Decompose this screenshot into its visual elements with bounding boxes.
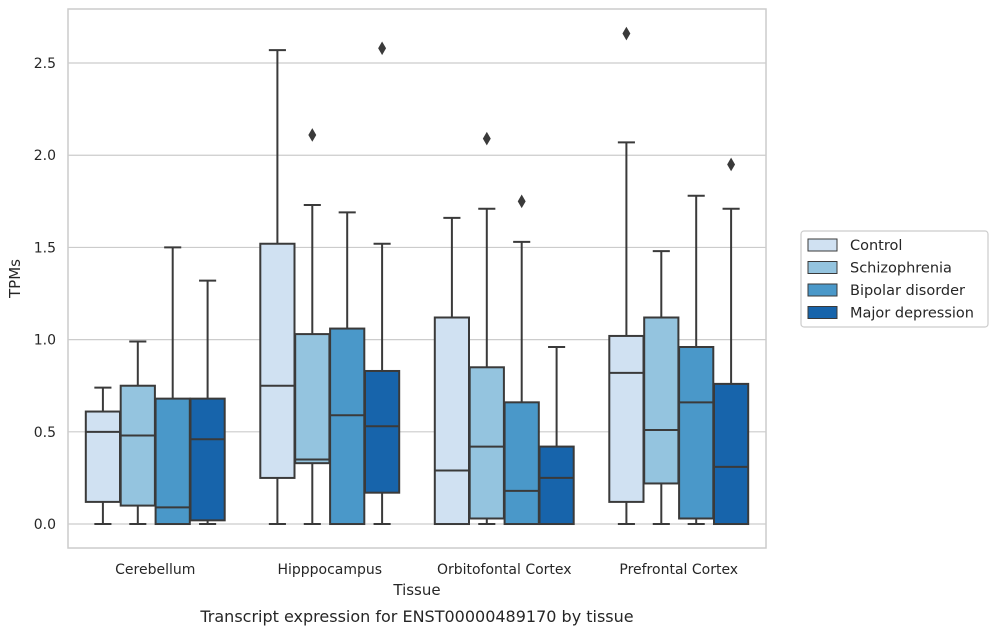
y-tick-label: 2.5: [34, 56, 56, 72]
outlier-point: [622, 26, 631, 41]
plot-frame: [67, 8, 767, 549]
box-iqr: [329, 327, 366, 526]
box-group: [678, 194, 715, 526]
figure-caption: Transcript expression for ENST0000048917…: [199, 607, 633, 626]
box-iqr: [294, 333, 331, 465]
box-iqr: [154, 397, 191, 526]
x-tick-label: Prefrontal Cortex: [619, 562, 738, 578]
legend-swatch: [807, 261, 838, 274]
box-iqr: [259, 242, 296, 479]
box-iqr: [643, 316, 680, 485]
box-group: [643, 250, 680, 526]
box-group: [119, 340, 156, 526]
legend-swatch: [807, 238, 838, 252]
box-iqr: [712, 382, 750, 526]
x-tick-label: Cerebellum: [115, 562, 195, 578]
y-axis-label: TPMs: [6, 259, 24, 299]
outlier-point: [308, 128, 317, 142]
box-iqr: [503, 401, 540, 526]
box-group: [608, 26, 645, 526]
y-tick-label: 0.5: [34, 425, 56, 441]
box-iqr: [433, 316, 471, 526]
marks-layer: [84, 26, 750, 526]
legend-frame: [800, 230, 989, 328]
legend-swatch: [807, 306, 838, 319]
box-group: [538, 346, 575, 526]
box-group: [363, 41, 401, 526]
y-tick-label: 2.0: [34, 148, 56, 164]
x-tick-label: Orbitofontal Cortex: [437, 562, 572, 578]
box-iqr: [84, 410, 122, 503]
legend-label: Major depression: [850, 306, 974, 322]
legend-label: Bipolar disorder: [850, 283, 965, 299]
legend: Control Schizophrenia Bipolar disorder Majo…: [800, 230, 989, 328]
box-iqr: [189, 397, 226, 522]
y-tick-label: 1.0: [34, 333, 56, 349]
box-iqr: [608, 334, 645, 503]
box-group: [329, 211, 366, 526]
box-iqr: [468, 366, 505, 520]
box-group: [189, 279, 226, 526]
box-group: [433, 216, 471, 526]
box-group: [468, 131, 505, 526]
box-iqr: [119, 384, 156, 507]
ticks-layer: 0.0 0.5 1.0 1.5 2.0 2.5 Cerebellum Hipppocampus…: [34, 56, 738, 578]
box-group: [503, 194, 540, 526]
y-tick-label: 0.0: [34, 517, 56, 533]
legend-label: Schizophrenia: [850, 261, 952, 277]
outlier-point: [727, 157, 736, 172]
box-group: [712, 157, 750, 526]
box-group: [154, 246, 191, 526]
x-axis-label: Tissue: [392, 581, 440, 599]
outlier-point: [517, 194, 526, 209]
y-tick-label: 1.5: [34, 240, 56, 256]
box-iqr: [538, 445, 575, 526]
box-group: [84, 386, 122, 526]
box-iqr: [363, 369, 401, 494]
box-iqr: [678, 346, 715, 520]
outlier-point: [378, 41, 387, 56]
legend-label: Control: [850, 238, 902, 254]
legend-swatch: [807, 283, 838, 297]
box-group: [259, 49, 296, 526]
x-tick-label: Hipppocampus: [277, 562, 382, 578]
box-group: [294, 128, 331, 526]
outlier-point: [482, 131, 491, 146]
